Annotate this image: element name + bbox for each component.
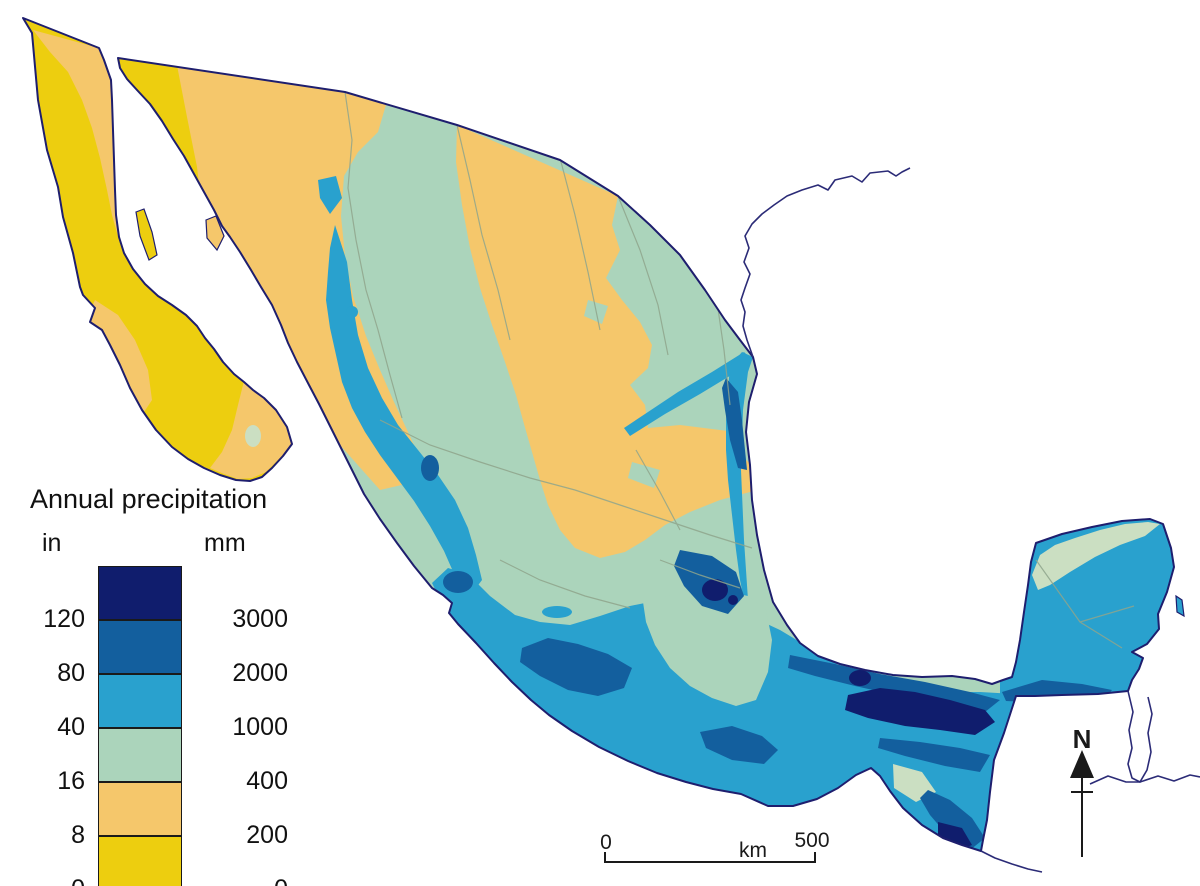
legend-swatch-200 <box>98 782 182 836</box>
legend: Annual precipitation in mm 120 3000 80 2… <box>30 484 290 886</box>
island-tiburon <box>205 215 225 252</box>
north-arrow: N <box>1070 724 1094 857</box>
legend-in-value: 120 <box>43 605 85 633</box>
north-arrowhead <box>1070 750 1094 778</box>
zone-2000mm-tabasco <box>788 655 1000 712</box>
zone-1000mm-southern-belt <box>432 568 1140 851</box>
scale-bar: 0 km 500 <box>600 829 830 863</box>
legend-swatch-2000 <box>98 620 182 674</box>
legend-unit-in: in <box>42 529 62 557</box>
scale-start-label: 0 <box>600 831 612 854</box>
north-label: N <box>1073 724 1092 754</box>
zone-400mm-yucatan-northwest <box>1032 522 1160 590</box>
small-lake <box>748 435 758 445</box>
legend-in-value: 0 <box>71 875 85 886</box>
legend-in-value: 16 <box>57 767 85 795</box>
legend-swatch-1000 <box>98 674 182 728</box>
legend-rows: 120 3000 80 2000 40 1000 16 400 8 200 0 … <box>30 566 290 886</box>
small-lake <box>346 306 358 318</box>
zone-3000mm-chiapas-band <box>845 688 995 735</box>
legend-row: 120 3000 <box>30 566 290 633</box>
zone-1000mm-sierra-madre-occidental <box>326 225 482 596</box>
guatemala-pacific-line <box>980 850 1043 873</box>
zone-3000mm-spot <box>728 595 738 605</box>
legend-mm-value: 400 <box>246 767 288 795</box>
zone-3000mm-tuxtlas <box>849 670 871 686</box>
legend-title: Annual precipitation <box>30 484 268 514</box>
legend-mm-value: 2000 <box>232 659 288 687</box>
neighbour-outlines <box>740 167 1200 873</box>
zone-1000mm-sierra-madre-oriental <box>624 352 752 436</box>
zone-2000mm-oaxaca-south <box>700 726 778 764</box>
zone-2000mm-patch <box>421 455 439 481</box>
legend-swatch-0 <box>98 836 182 886</box>
zone-2000mm-chiapas-south <box>878 738 990 772</box>
zone-2000mm-nayarit <box>443 571 473 593</box>
zone-200mm-vizcaino <box>88 300 152 418</box>
zone-400mm-chiapas-valley <box>893 764 936 802</box>
baja-coastline <box>22 17 293 482</box>
zone-2000mm-chiapas-coast <box>920 790 985 850</box>
zone-400mm-cape-spot <box>245 425 261 447</box>
legend-in-value: 80 <box>57 659 85 687</box>
scale-end-label: 500 <box>794 829 829 852</box>
guatemala-coast-line <box>1089 774 1200 785</box>
zone-3000mm-orizaba-core <box>702 579 728 601</box>
legend-row: 8 200 <box>30 782 290 849</box>
legend-mm-value: 1000 <box>232 713 288 741</box>
legend-units: in mm <box>30 523 290 563</box>
zone-200mm-baja-north <box>33 30 119 240</box>
zone-2000mm-laguna-madre <box>722 378 747 470</box>
legend-row: 16 400 <box>30 728 290 795</box>
zone-2000mm-guerrero <box>520 638 632 696</box>
zone-1000mm-sierra-madre-occidental <box>318 176 342 214</box>
legend-in-value: 8 <box>71 821 85 849</box>
rio-grande-line <box>740 167 911 358</box>
legend-row: 80 2000 <box>30 620 290 687</box>
legend-row: 40 1000 <box>30 674 290 741</box>
belize-outline <box>1127 690 1153 783</box>
scale-unit-label: km <box>739 839 767 862</box>
legend-swatch-400 <box>98 728 182 782</box>
zone-400mm-oaxaca-valleys <box>643 590 772 706</box>
island-angel-de-la-guarda <box>135 208 158 261</box>
lake-chapala <box>542 606 572 618</box>
legend-mm-value: 0 <box>198 875 288 886</box>
mainland-coastline <box>117 57 1175 852</box>
legend-swatch-3000 <box>98 566 182 620</box>
legend-mm-value: 3000 <box>232 605 288 633</box>
zone-1000mm-yucatan <box>1000 488 1174 703</box>
legend-unit-mm: mm <box>204 529 246 557</box>
zone-400mm-pocket <box>628 462 660 488</box>
legend-row: 0 0 <box>30 836 290 886</box>
island-cozumel <box>1175 594 1185 618</box>
legend-in-value: 40 <box>57 713 85 741</box>
legend-mm-value: 200 <box>246 821 288 849</box>
